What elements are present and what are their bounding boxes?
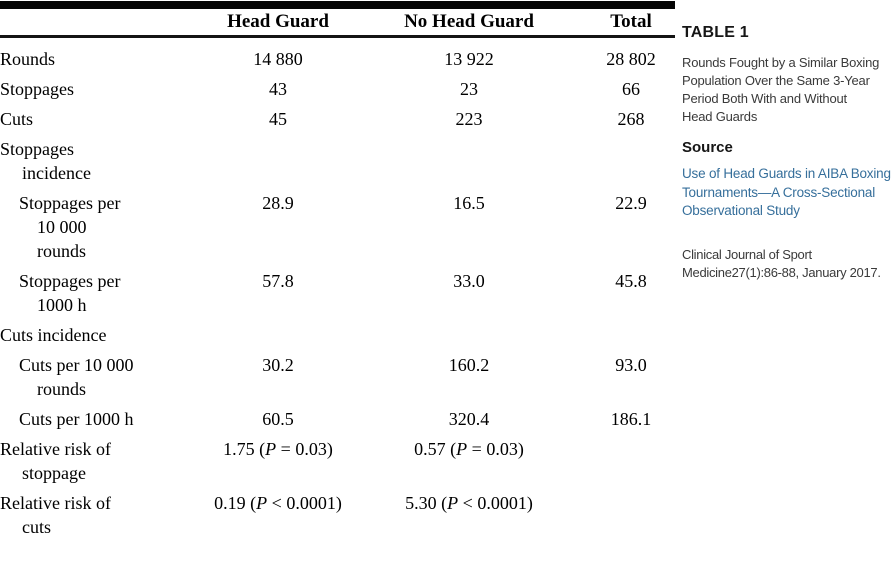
p-value-symbol: P [256,493,268,513]
table-row-rounds: Rounds 14 880 13 922 28 802 [0,37,675,75]
cell-value: 268 [617,109,645,129]
table-row-stoppages: Stoppages 43 23 66 [0,74,675,104]
cell-value: 186.1 [610,409,652,429]
row-label: Relative risk of cuts [0,493,111,537]
row-label: Stoppages per 1000 h [19,271,121,315]
table-row-stoppages-per-1000h: Stoppages per 1000 h 57.8 33.0 45.8 [0,266,675,320]
row-label: Relative risk of stoppage [0,439,111,483]
cell-value [205,134,351,188]
row-label: Cuts per 10 000 rounds [19,355,134,399]
table-number-heading: TABLE 1 [682,24,749,41]
cell-value: 28.9 [262,193,294,213]
cell-value [351,320,587,350]
cell-value [587,488,675,542]
row-label: Cuts per 1000 h [19,409,134,429]
row-label: Stoppages incidence [0,139,91,183]
cell-value: 60.5 [262,409,294,429]
results-table: Head Guard No Head Guard Total Rounds 14… [0,9,675,542]
cell-value [205,320,351,350]
table-row-cuts-per-1000h: Cuts per 1000 h 60.5 320.4 186.1 [0,404,675,434]
row-label-header [0,9,205,38]
column-header-no-head-guard: No Head Guard [351,9,587,38]
column-header-total: Total [587,9,675,38]
cell-value: 45 [269,109,287,129]
cell-value: 33.0 [453,271,485,291]
table-row-stoppages-incidence: Stoppages incidence [0,134,675,188]
cell-value: 66 [622,79,640,99]
cell-value: 5.30 (P < 0.0001) [405,493,533,513]
cell-value: 30.2 [262,355,294,375]
cell-value: 223 [455,109,483,129]
cell-value [587,134,675,188]
p-value-symbol: P [447,493,459,513]
source-label: Source [682,139,733,156]
cell-value: 14 880 [253,49,303,69]
table-row-stoppages-per-10000-rounds: Stoppages per 10 000 rounds 28.9 16.5 22… [0,188,675,266]
cell-value: 320.4 [448,409,490,429]
column-header-head-guard: Head Guard [205,9,351,38]
table-caption: Rounds Fought by a Similar Boxing Popula… [682,55,880,124]
cell-value: 0.57 (P = 0.03) [414,439,524,459]
cell-value: 16.5 [453,193,485,213]
table-row-cuts-incidence: Cuts incidence [0,320,675,350]
table-row-cuts: Cuts 45 223 268 [0,104,675,134]
header-row: Head Guard No Head Guard Total [0,9,675,38]
cell-value: 1.75 (P = 0.03) [223,439,333,459]
p-value-symbol: P [265,439,277,459]
p-value-symbol: P [456,439,468,459]
table-row-relative-risk-stoppage: Relative risk of stoppage 1.75 (P = 0.03… [0,434,675,488]
row-label: Cuts [0,109,34,129]
table-figure: Head Guard No Head Guard Total Rounds 14… [0,1,675,542]
cell-value: 43 [269,79,287,99]
caption-panel: TABLE 1 Rounds Fought by a Similar Boxin… [682,0,895,282]
table-row-relative-risk-cuts: Relative risk of cuts 0.19 (P < 0.0001) … [0,488,675,542]
table-row-cuts-per-10000-rounds: Cuts per 10 000 rounds 30.2 160.2 93.0 [0,350,675,404]
row-label: Rounds [0,49,56,69]
source-link[interactable]: Use of Head Guards in AIBA Boxing Tourna… [682,166,891,218]
cell-value: 22.9 [615,193,647,213]
cell-value [587,434,675,488]
cell-value: 13 922 [444,49,494,69]
cell-value: 0.19 (P < 0.0001) [214,493,342,513]
cell-value [351,134,587,188]
cell-value: 93.0 [615,355,647,375]
row-label: Stoppages [0,79,74,99]
cell-value [587,320,675,350]
row-label: Cuts incidence [0,325,107,345]
cell-value: 45.8 [615,271,647,291]
cell-value: 57.8 [262,271,294,291]
cell-value: 23 [460,79,478,99]
cell-value: 160.2 [448,355,490,375]
citation-text: Clinical Journal of Sport Medicine27(1):… [682,246,881,280]
row-label: Stoppages per 10 000 rounds [19,193,121,261]
table-top-rule [0,1,675,9]
cell-value: 28 802 [606,49,656,69]
